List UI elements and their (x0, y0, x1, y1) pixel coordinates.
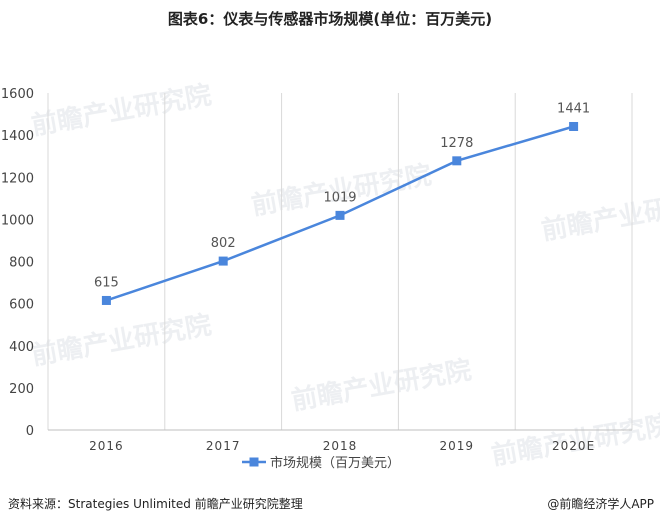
data-point (218, 256, 228, 266)
legend-label: 市场规模（百万美元） (270, 455, 400, 471)
chart-title: 图表6：仪表与传感器市场规模(单位：百万美元) (167, 10, 493, 28)
data-label: 1019 (323, 190, 356, 205)
y-tick-label: 0 (26, 424, 34, 439)
x-tick-label: 2017 (206, 439, 241, 453)
data-label: 1441 (557, 101, 590, 116)
data-label: 802 (211, 236, 236, 251)
legend-marker (249, 457, 259, 467)
y-tick-label: 800 (9, 256, 34, 271)
y-tick-label: 600 (9, 298, 34, 313)
y-tick-label: 200 (9, 382, 34, 397)
line-chart: 0 200 400 600 800 1000 1200 1400 1600 2016 2017 201… (1, 87, 633, 471)
x-tick-label: 2016 (89, 439, 124, 453)
x-tick-label: 2018 (323, 439, 358, 453)
y-tick-label: 1400 (1, 129, 34, 144)
data-point (335, 210, 345, 220)
x-tick-label: 2019 (440, 439, 475, 453)
brand-credit: @前瞻经济学人APP (547, 497, 654, 511)
data-point (101, 295, 111, 305)
y-tick-label: 1000 (1, 213, 34, 228)
y-tick-label: 400 (9, 340, 34, 355)
x-tick-label: 2020E (552, 439, 595, 453)
data-label: 615 (94, 275, 119, 290)
data-point (569, 121, 579, 131)
data-label: 1278 (440, 136, 473, 151)
data-point (452, 156, 462, 166)
source-note: 资料来源：Strategies Unlimited 前瞻产业研究院整理 (8, 497, 303, 511)
y-tick-label: 1600 (1, 87, 34, 102)
y-tick-label: 1200 (1, 171, 34, 186)
